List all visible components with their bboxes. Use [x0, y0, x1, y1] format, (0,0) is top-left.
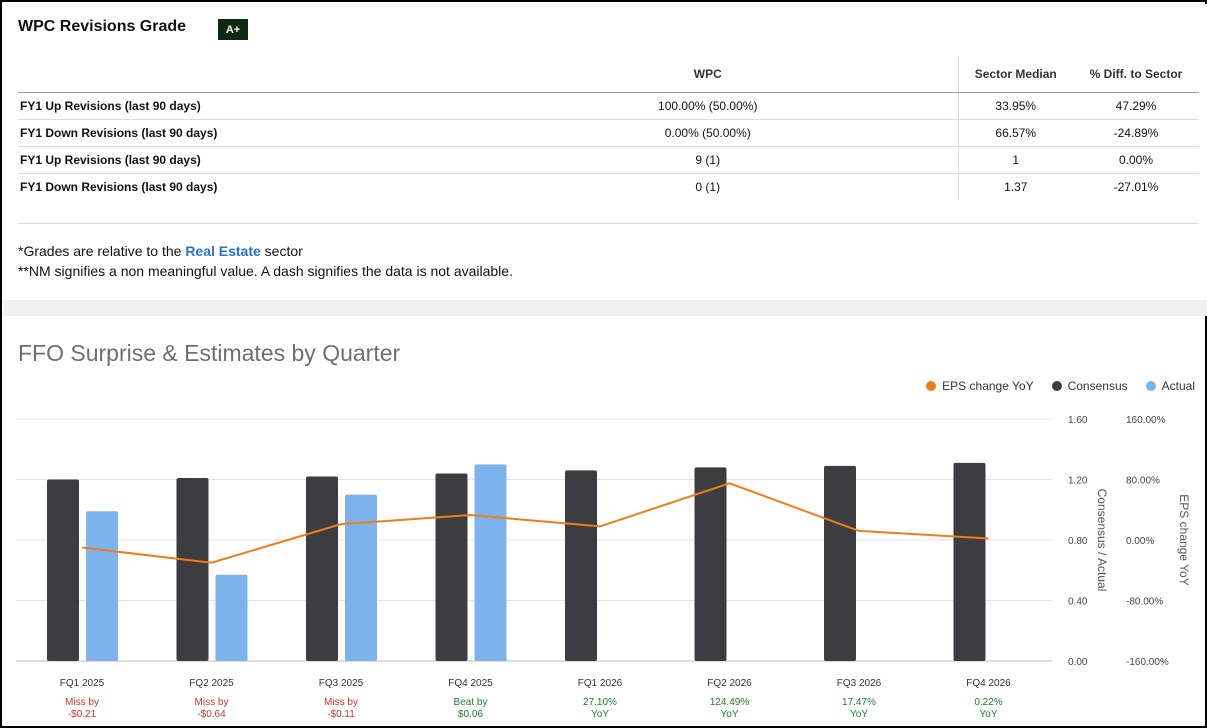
x-tick-label: FQ3 2026 [837, 678, 882, 689]
revisions-panel: WPC Revisions Grade A+ WPC Sector Median… [4, 4, 1207, 300]
x-tick-label: FQ2 2026 [707, 678, 752, 689]
section-separator [4, 300, 1207, 316]
column-header-wpc: WPC [458, 56, 958, 93]
consensus-bar [824, 465, 856, 661]
surprise-label: Miss by [195, 697, 229, 708]
wpc-value: 0.00% (50.00%) [458, 119, 958, 147]
legend-label: Actual [1161, 379, 1195, 393]
legend-label: Consensus [1067, 379, 1128, 393]
y-left-tick-label: 0.00 [1068, 657, 1088, 668]
legend-item-eps-change[interactable]: EPS change YoY [926, 379, 1034, 393]
sector-link[interactable]: Real Estate [185, 243, 261, 259]
y-left-tick-label: 0.80 [1068, 536, 1088, 547]
wpc-value: 9 (1) [458, 146, 958, 174]
row-label: FY1 Up Revisions (last 90 days) [18, 92, 458, 120]
table-row: FY1 Down Revisions (last 90 days) 0.00% … [18, 119, 1199, 147]
legend-dot-icon [1051, 381, 1062, 391]
row-label: FY1 Up Revisions (last 90 days) [18, 146, 458, 174]
x-tick-label: FQ1 2025 [60, 678, 105, 689]
y-right-tick-label: -80.00% [1126, 597, 1163, 608]
y-left-tick-label: 1.60 [1068, 415, 1088, 426]
x-tick-label: FQ4 2025 [448, 678, 493, 689]
y-right-tick-label: 160.00% [1126, 415, 1166, 426]
column-header [18, 56, 458, 93]
consensus-bar [694, 467, 727, 661]
surprise-value: -$0.11 [327, 709, 355, 720]
x-tick-label: FQ4 2026 [966, 678, 1011, 689]
diff-value: 0.00% [1073, 146, 1199, 174]
sector-median-value: 1 [957, 146, 1073, 174]
actual-bar [474, 464, 507, 661]
table-row: FY1 Down Revisions (last 90 days) 0 (1) … [18, 173, 1199, 200]
y-left-tick-label: 1.20 [1068, 476, 1088, 487]
surprise-label: Beat by [454, 697, 488, 708]
eps-change-line [81, 482, 989, 564]
surprise-value: YoY [980, 709, 998, 720]
consensus-bar [953, 462, 986, 661]
surprise-value: YoY [591, 709, 609, 720]
y-right-tick-label: -160.00% [1126, 657, 1169, 668]
grades-note-prefix: *Grades are relative to the [18, 243, 186, 259]
table-header-row: WPC Sector Median % Diff. to Sector [18, 56, 1199, 93]
surprise-label: 27.10% [583, 697, 617, 708]
grades-note-suffix: sector [260, 243, 303, 259]
diff-value: 47.29% [1073, 92, 1199, 120]
y-right-axis-title: EPS change YoY [1177, 494, 1191, 585]
legend-item-actual[interactable]: Actual [1145, 379, 1195, 393]
grade-badge: A+ [218, 19, 248, 40]
nm-note: **NM signifies a non meaningful value. A… [18, 263, 513, 279]
row-label: FY1 Down Revisions (last 90 days) [18, 119, 458, 147]
revisions-title: WPC Revisions Grade [18, 18, 187, 35]
consensus-bar [306, 476, 338, 661]
surprise-value: YoY [850, 709, 868, 720]
surprise-label: Miss by [65, 697, 99, 708]
actual-bar [86, 511, 118, 661]
actual-bar [345, 494, 377, 661]
consensus-bar [565, 470, 597, 661]
table-row: FY1 Up Revisions (last 90 days) 100.00% … [18, 92, 1199, 120]
sector-median-value: 33.95% [957, 92, 1073, 120]
column-header-sector-median: Sector Median [957, 56, 1073, 93]
wpc-value: 0 (1) [695, 179, 721, 194]
legend-dot-icon [926, 381, 937, 391]
y-left-axis-title: Consensus / Actual [1095, 489, 1109, 592]
y-left-tick-label: 0.40 [1068, 597, 1088, 608]
grades-note: *Grades are relative to the Real Estate … [18, 243, 303, 259]
diff-value: -27.01% [1113, 179, 1159, 194]
wpc-value: 100.00% (50.00%) [458, 92, 958, 120]
y-right-tick-label: 0.00% [1126, 536, 1154, 547]
chart-title: FFO Surprise & Estimates by Quarter [18, 340, 401, 366]
surprise-label: 124.49% [710, 697, 750, 708]
ffo-chart: 0.00 0.40 0.80 1.20 1.60 -160.00% -80.00% 0.00%… [16, 415, 1191, 720]
legend-dot-icon [1145, 381, 1156, 391]
consensus-bar [176, 477, 209, 661]
surprise-label: 0.22% [974, 697, 1002, 708]
surprise-value: -$0.21 [68, 709, 97, 720]
surprise-label: Miss by [324, 697, 358, 708]
table-row: FY1 Up Revisions (last 90 days) 9 (1) 1 … [18, 146, 1199, 174]
sector-median-value: 66.57% [957, 119, 1073, 147]
x-tick-label: FQ3 2025 [319, 678, 364, 689]
chart-legend: EPS change YoY Consensus Actual [926, 379, 1195, 393]
column-header-diff: % Diff. to Sector [1073, 56, 1199, 93]
surprise-value: -$0.64 [197, 709, 226, 720]
section-divider [18, 223, 1199, 224]
legend-item-consensus[interactable]: Consensus [1051, 379, 1128, 393]
x-tick-label: FQ1 2026 [578, 678, 623, 689]
surprise-label: 17.47% [842, 697, 876, 708]
actual-bar [215, 574, 248, 661]
consensus-bar [47, 479, 79, 661]
sector-median-value: 1.37 [957, 173, 1073, 200]
surprise-value: YoY [721, 709, 739, 720]
legend-label: EPS change YoY [942, 379, 1034, 393]
surprise-value: $0.06 [458, 709, 483, 720]
row-label: FY1 Down Revisions (last 90 days) [20, 179, 218, 194]
consensus-bar [435, 473, 468, 661]
revisions-table: WPC Sector Median % Diff. to Sector FY1 … [18, 56, 1199, 200]
y-right-tick-label: 80.00% [1126, 476, 1160, 487]
diff-value: -24.89% [1073, 119, 1199, 147]
x-tick-label: FQ2 2025 [189, 678, 234, 689]
